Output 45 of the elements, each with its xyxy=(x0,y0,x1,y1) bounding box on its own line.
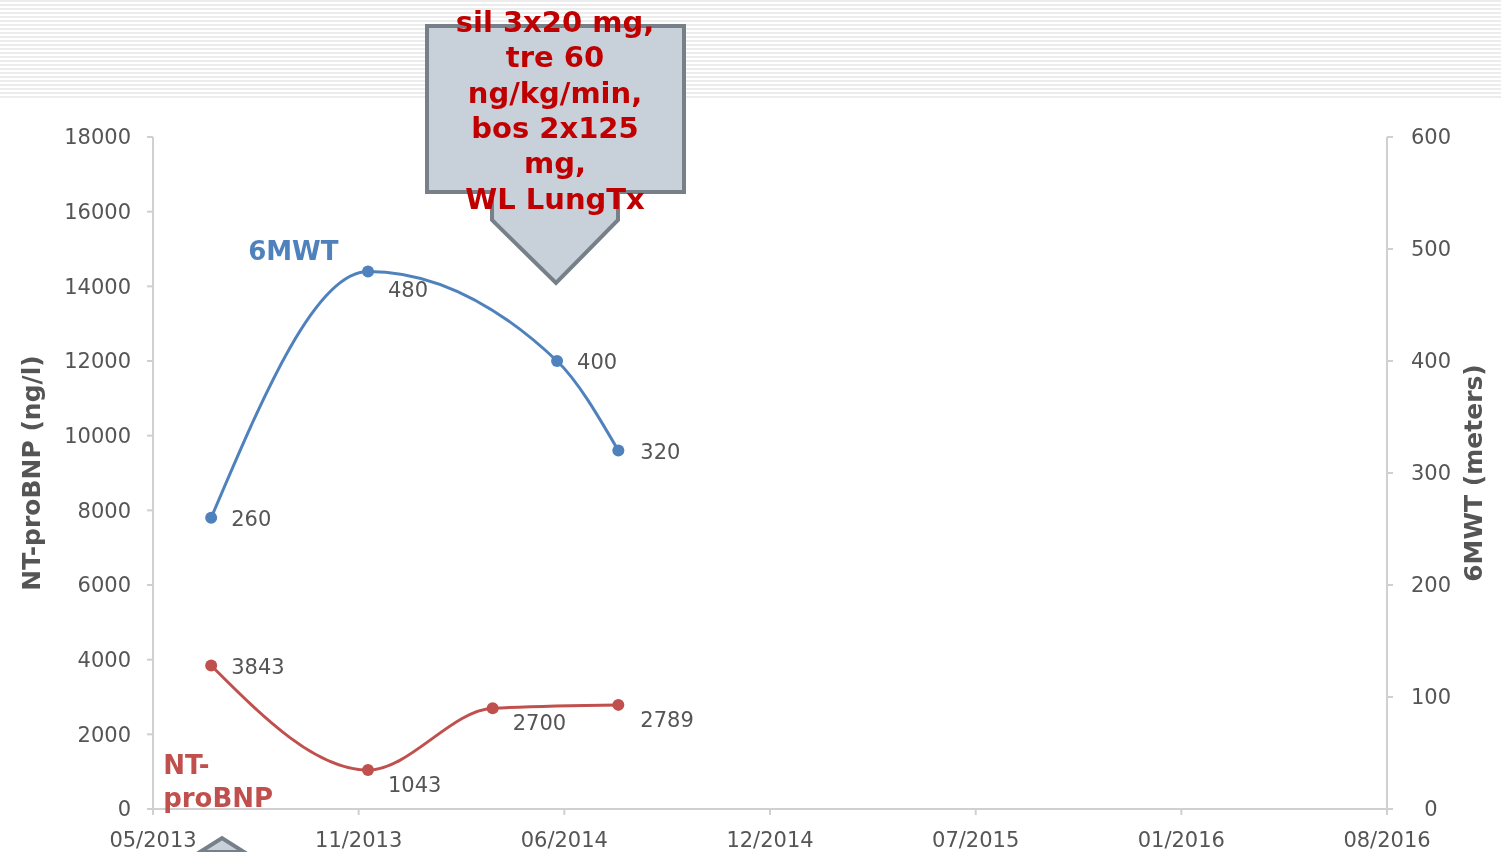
y-tick-label: 12000 xyxy=(64,349,131,374)
y-tick-label: 10000 xyxy=(64,424,131,449)
point xyxy=(362,265,375,278)
x-tick-label: 07/2015 xyxy=(932,828,1020,852)
data-label: 480 xyxy=(388,278,429,303)
y2-tick-label: 100 xyxy=(1410,685,1452,710)
x-tick-label: 01/2016 xyxy=(1137,828,1225,852)
y2-tick-label: 600 xyxy=(1410,125,1452,150)
point xyxy=(612,698,625,711)
point xyxy=(205,511,218,524)
point xyxy=(612,444,625,457)
x-tick-label: 08/2016 xyxy=(1343,828,1431,852)
x-tick-label: 11/2013 xyxy=(315,828,403,852)
data-label: 320 xyxy=(640,439,681,464)
y2-tick-label: 300 xyxy=(1410,461,1452,486)
point xyxy=(205,659,218,672)
x-tick-label: 12/2014 xyxy=(726,828,814,852)
y-axis-title: NT-proBNP (ng/l) xyxy=(17,355,46,591)
y2-tick-label: 400 xyxy=(1410,349,1452,374)
data-label: 400 xyxy=(577,350,618,374)
annotation: sil 3x20 mg, tre 60 ng/kg/min, bos 2x125 mg, WL LungTx xyxy=(455,5,655,216)
data-label: 3843 xyxy=(231,654,285,679)
y-tick-label: 6000 xyxy=(77,573,131,598)
y2-tick-label: 0 xyxy=(1424,797,1438,822)
y2-tick-label: 200 xyxy=(1410,573,1452,598)
data-label: 2700 xyxy=(512,711,567,736)
y-tick-label: 14000 xyxy=(64,274,131,299)
data-label: 1043 xyxy=(388,773,442,798)
y2-tick-label: 500 xyxy=(1410,237,1452,262)
y2-axis-title: 6MWT (meters) xyxy=(1459,364,1488,582)
point xyxy=(486,702,499,715)
y-tick-label: 8000 xyxy=(77,498,131,523)
y-tick-label: 4000 xyxy=(77,648,131,673)
x-tick-label: 05/2013 xyxy=(109,828,197,852)
point xyxy=(551,355,564,367)
data-label: 2789 xyxy=(640,707,694,732)
y-tick-label: 0 xyxy=(117,797,131,822)
y-tick-label: 2000 xyxy=(77,722,131,747)
series-label: NT-proBNP xyxy=(163,750,274,813)
data-label: 260 xyxy=(231,506,272,531)
x-tick-label: 06/2014 xyxy=(520,828,608,852)
y-tick-label: 18000 xyxy=(64,125,131,150)
series-label: 6MWT xyxy=(248,235,339,266)
y-tick-label: 16000 xyxy=(64,200,131,225)
point xyxy=(362,764,375,777)
